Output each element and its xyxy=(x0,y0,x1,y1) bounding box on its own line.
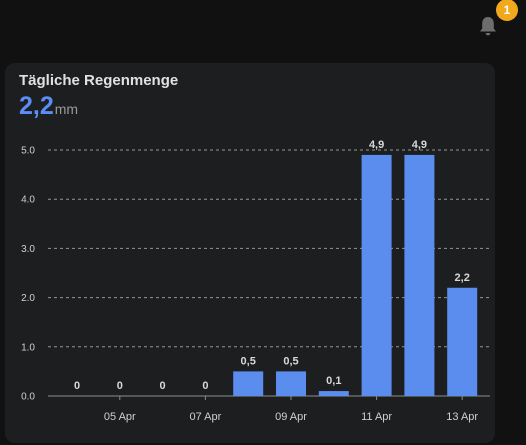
card-title: Tägliche Regenmenge xyxy=(19,72,179,89)
current-rain-unit: mm xyxy=(54,101,79,117)
bar[interactable] xyxy=(318,391,349,396)
notifications-button[interactable] xyxy=(478,15,498,37)
notification-count-badge: 1 xyxy=(496,0,518,21)
data-label: 0,5 xyxy=(283,355,298,367)
data-label: 0,5 xyxy=(241,355,256,367)
current-rain-value: 2,2 xyxy=(19,92,54,120)
data-label: 4,9 xyxy=(412,139,427,151)
x-tick-label: 13 Apr xyxy=(446,411,478,423)
bar[interactable] xyxy=(233,371,264,396)
bar[interactable] xyxy=(276,371,306,396)
x-tick-label: 07 Apr xyxy=(189,411,221,423)
bar[interactable] xyxy=(404,154,435,396)
y-tick-label: 3.0 xyxy=(21,244,35,255)
data-label: 0 xyxy=(160,380,166,392)
bar[interactable] xyxy=(361,154,392,396)
data-label: 0 xyxy=(117,380,123,392)
data-label: 2,2 xyxy=(455,272,470,284)
data-label: 0 xyxy=(74,380,80,392)
y-tick-label: 0.0 xyxy=(21,392,35,403)
x-tick-label: 11 Apr xyxy=(361,411,392,423)
data-label: 4,9 xyxy=(369,139,384,151)
x-tick-label: 09 Apr xyxy=(275,411,307,423)
bell-icon xyxy=(480,17,496,36)
y-tick-label: 4.0 xyxy=(21,195,35,206)
bar[interactable] xyxy=(447,287,478,396)
y-tick-label: 5.0 xyxy=(21,146,35,157)
y-tick-label: 1.0 xyxy=(21,342,35,353)
data-label: 0 xyxy=(202,380,208,392)
data-label: 0,1 xyxy=(326,375,341,387)
y-tick-label: 2.0 xyxy=(21,293,35,304)
x-tick-label: 05 Apr xyxy=(104,411,136,423)
top-bar xyxy=(0,0,526,52)
current-value-row: 2,2mm xyxy=(19,92,78,121)
